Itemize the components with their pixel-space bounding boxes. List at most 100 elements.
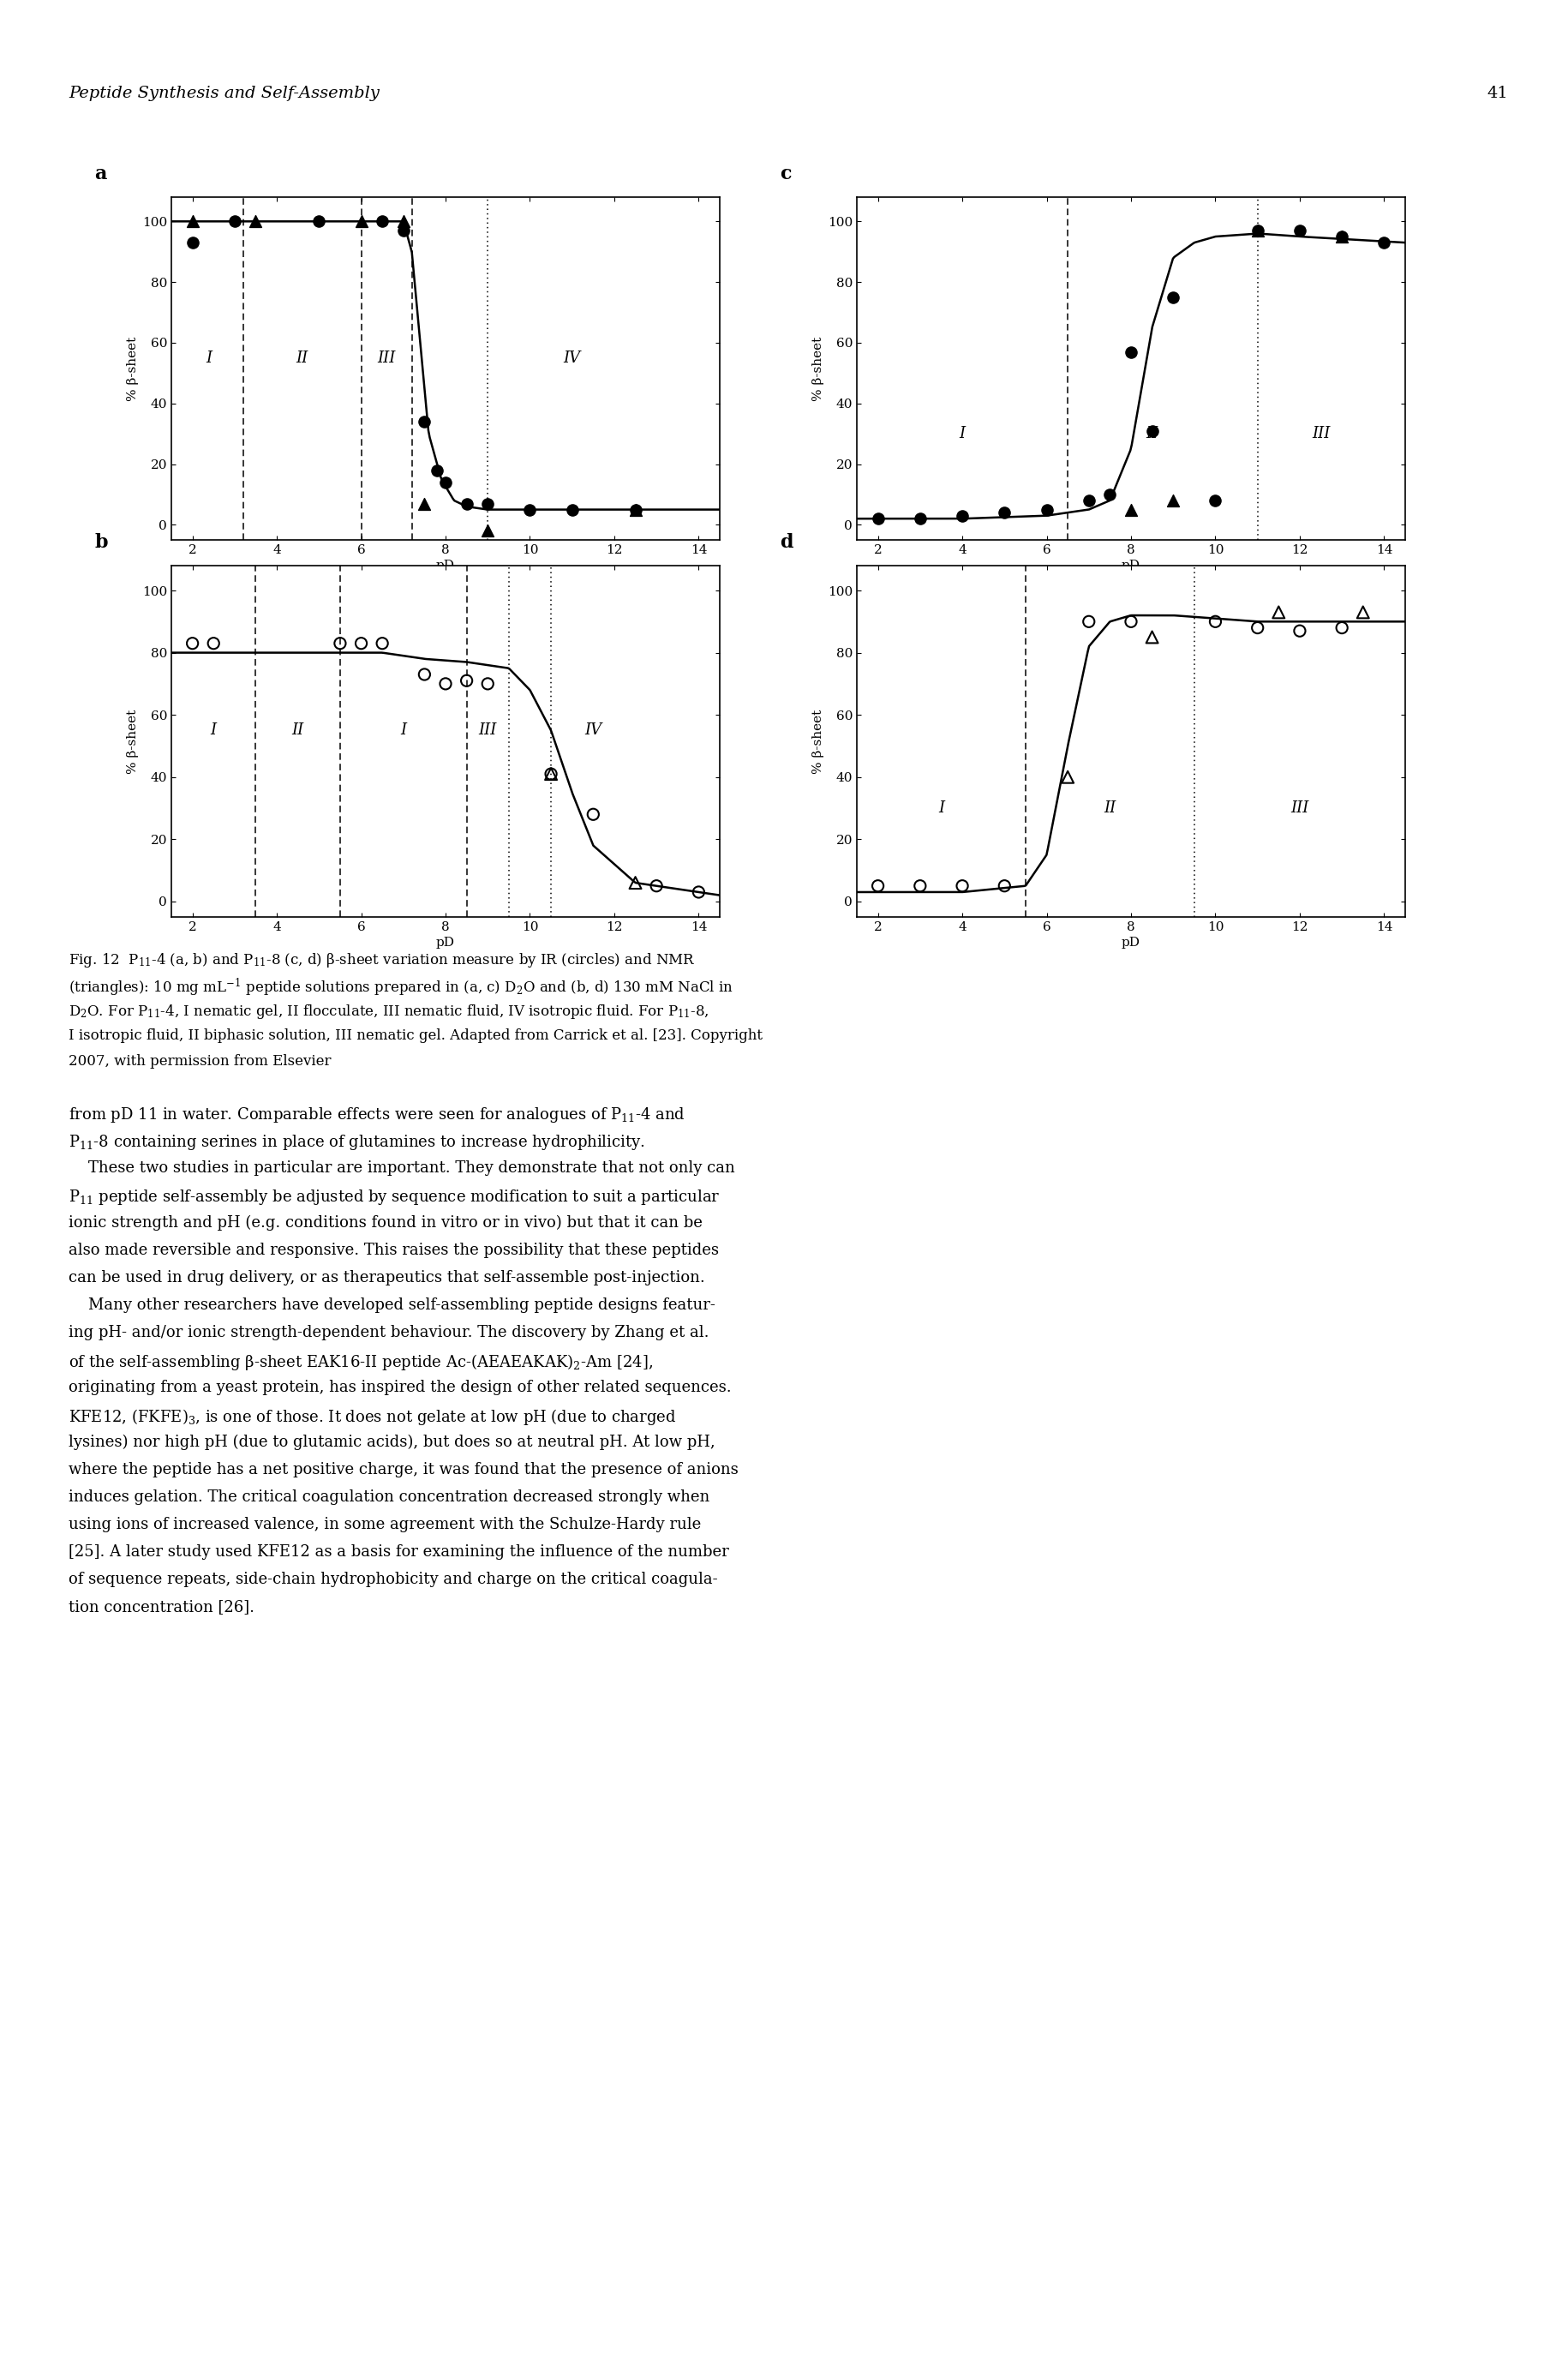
Point (475, 485, 500, 523)
Point (1350, 592, 1375, 630)
Text: KFE12, (FKFE)$_{3}$, is one of those. It does not gelate at low pH (due to charg: KFE12, (FKFE)$_{3}$, is one of those. It… (69, 1406, 676, 1427)
Text: III: III (1290, 799, 1308, 816)
Point (1286, 611, 1311, 649)
Point (223, 202, 248, 240)
Text: II: II (1104, 799, 1115, 816)
Point (306, 202, 331, 240)
Text: b: b (94, 533, 108, 552)
Point (390, 202, 416, 240)
Text: II: II (292, 723, 304, 737)
Y-axis label: % β-sheet: % β-sheet (812, 709, 823, 773)
Text: IV: IV (585, 723, 602, 737)
Point (1245, 212, 1270, 250)
Point (180, 623, 205, 661)
Text: (triangles): 10 mg mL$^{-1}$ peptide solutions prepared in (a, c) D$_{2}$O and (: (triangles): 10 mg mL$^{-1}$ peptide sol… (69, 978, 734, 999)
Point (1118, 490, 1143, 528)
Text: of the self-assembling β-sheet EAK16-II peptide Ac-(AEAEAKAK)$_{2}$-Am [24],: of the self-assembling β-sheet EAK16-II … (69, 1351, 652, 1373)
Text: a: a (94, 164, 107, 183)
Point (517, 490, 543, 528)
Point (475, 664, 500, 702)
Point (370, 623, 395, 661)
Text: also made reversible and responsive. This raises the possibility that these pept: also made reversible and responsive. Thi… (69, 1242, 718, 1258)
Point (949, 497, 974, 535)
Point (412, 654, 437, 692)
Point (1076, 481, 1101, 519)
Text: Peptide Synthesis and Self-Assembly: Peptide Synthesis and Self-Assembly (69, 86, 379, 102)
Point (475, 511, 500, 550)
Y-axis label: % β-sheet: % β-sheet (127, 709, 138, 773)
Point (1328, 609, 1353, 647)
Point (243, 202, 268, 240)
X-axis label: pD: pD (1121, 559, 1140, 571)
Point (180, 202, 205, 240)
Point (1076, 602, 1101, 640)
Point (453, 661, 478, 699)
Text: I: I (210, 723, 216, 737)
Text: induces gelation. The critical coagulation concentration decreased strongly when: induces gelation. The critical coagulati… (69, 1489, 709, 1506)
Point (906, 866, 931, 904)
Text: can be used in drug delivery, or as therapeutics that self-assemble post-injecti: can be used in drug delivery, or as ther… (69, 1270, 704, 1285)
Point (622, 490, 648, 528)
Text: [25]. A later study used KFE12 as a basis for examining the influence of the num: [25]. A later study used KFE12 as a basi… (69, 1544, 729, 1561)
Y-axis label: % β-sheet: % β-sheet (127, 335, 138, 400)
Text: Many other researchers have developed self-assembling peptide designs featur-: Many other researchers have developed se… (69, 1297, 715, 1313)
Text: II: II (296, 350, 307, 366)
Point (1118, 602, 1143, 640)
Point (906, 500, 931, 538)
X-axis label: pD: pD (436, 559, 455, 571)
Point (1203, 481, 1228, 519)
Point (1138, 412, 1163, 450)
Point (1096, 476, 1121, 514)
Point (1286, 212, 1311, 250)
Point (1265, 592, 1290, 630)
Text: These two studies in particular are important. They demonstrate that not only ca: These two studies in particular are impo… (69, 1161, 734, 1175)
Text: III: III (1311, 426, 1330, 442)
Point (622, 490, 648, 528)
Point (866, 500, 891, 538)
Point (991, 492, 1016, 531)
Text: lysines) nor high pH (due to glutamic acids), but does so at neutral pH. At low : lysines) nor high pH (due to glutamic ac… (69, 1435, 715, 1451)
Point (1160, 481, 1185, 519)
Text: where the peptide has a net positive charge, it was found that the presence of a: where the peptide has a net positive cha… (69, 1463, 739, 1477)
Point (180, 224, 205, 262)
Text: D$_{2}$O. For P$_{11}$-4, I nematic gel, II flocculate, III nematic fluid, IV is: D$_{2}$O. For P$_{11}$-4, I nematic gel,… (69, 1002, 709, 1021)
Point (1033, 490, 1058, 528)
Point (412, 485, 437, 523)
Text: P$_{11}$-8 containing serines in place of glutamines to increase hydrophilicity.: P$_{11}$-8 containing serines in place o… (69, 1132, 644, 1151)
Text: originating from a yeast protein, has inspired the design of other related seque: originating from a yeast protein, has in… (69, 1380, 731, 1394)
X-axis label: pD: pD (1121, 937, 1140, 949)
Point (433, 464, 458, 502)
Point (1138, 619, 1163, 657)
Text: 2007, with permission from Elsevier: 2007, with permission from Elsevier (69, 1054, 331, 1068)
Point (425, 452, 450, 490)
Point (348, 623, 373, 661)
Text: I: I (400, 723, 406, 737)
Point (390, 212, 416, 250)
Point (201, 623, 226, 661)
Point (538, 754, 563, 792)
Text: d: d (779, 533, 793, 552)
Point (1328, 216, 1353, 255)
Point (949, 866, 974, 904)
Point (1160, 278, 1185, 316)
Text: tion concentration [26].: tion concentration [26]. (69, 1599, 254, 1615)
Point (453, 485, 478, 523)
Text: III: III (378, 350, 395, 366)
Point (1055, 759, 1080, 797)
Text: c: c (779, 164, 792, 183)
Text: Fig. 12  P$_{11}$-4 (a, b) and P$_{11}$-8 (c, d) β-sheet variation measure by IR: Fig. 12 P$_{11}$-4 (a, b) and P$_{11}$-8… (69, 952, 695, 968)
Point (412, 402, 437, 440)
Y-axis label: % β-sheet: % β-sheet (812, 335, 823, 400)
Text: P$_{11}$ peptide self-assembly be adjusted by sequence modification to suit a pa: P$_{11}$ peptide self-assembly be adjust… (69, 1187, 720, 1206)
Text: of sequence repeats, side-chain hydrophobicity and charge on the critical coagul: of sequence repeats, side-chain hydropho… (69, 1573, 717, 1587)
Text: I isotropic fluid, II biphasic solution, III nematic gel. Adapted from Carrick e: I isotropic fluid, II biphasic solution,… (69, 1028, 762, 1042)
Point (328, 623, 353, 661)
Point (685, 873, 710, 911)
Point (348, 202, 373, 240)
Point (1118, 333, 1143, 371)
Point (866, 866, 891, 904)
Point (1328, 216, 1353, 255)
Text: II: II (1145, 426, 1157, 442)
Point (622, 864, 648, 902)
Text: I: I (958, 426, 964, 442)
